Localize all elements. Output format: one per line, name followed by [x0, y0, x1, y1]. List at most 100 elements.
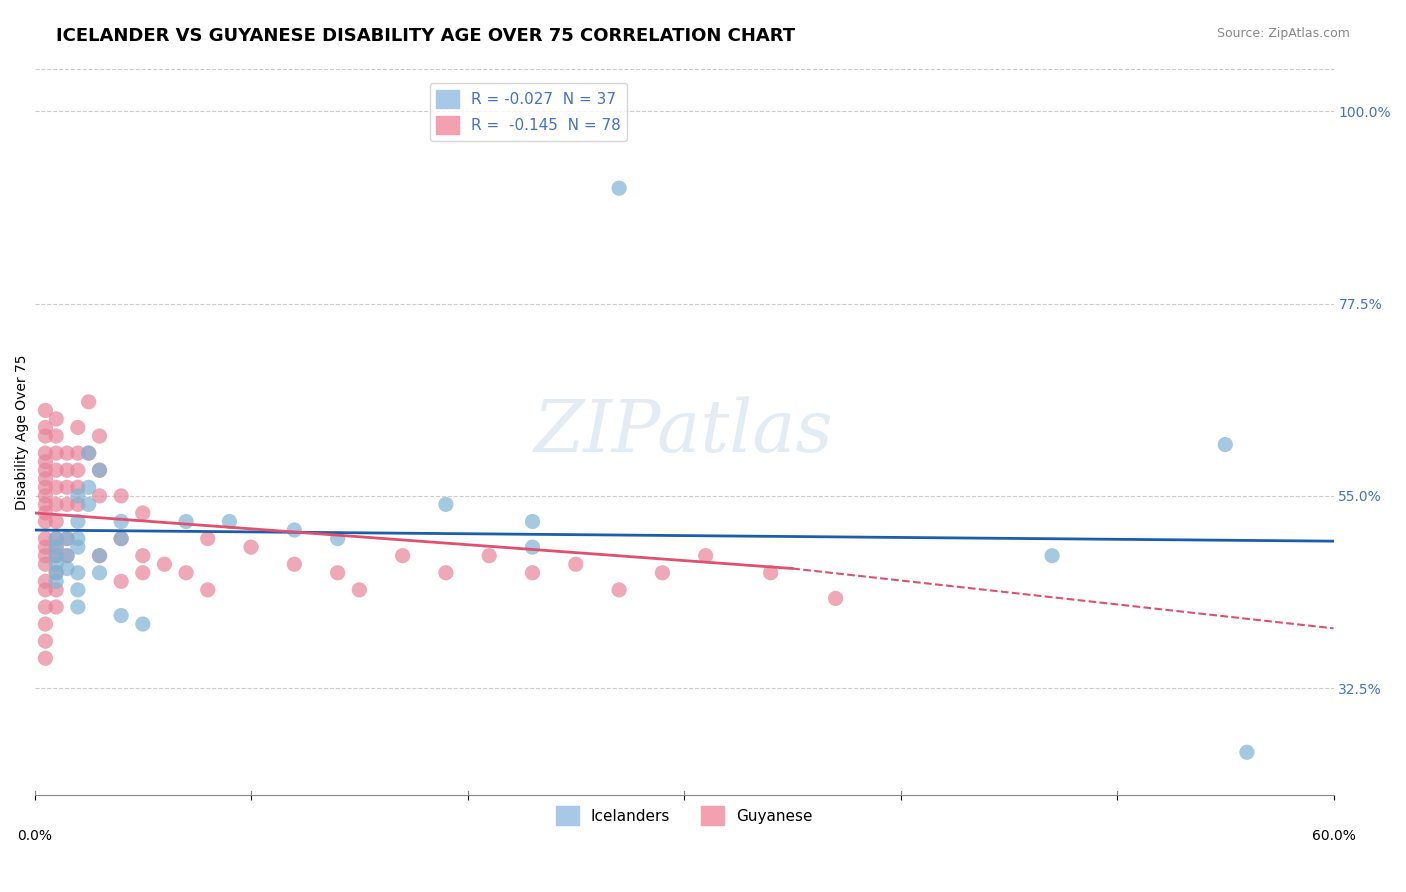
Point	[56, 561, 79, 575]
Point	[174, 515, 197, 529]
Point	[565, 558, 588, 572]
Point	[45, 574, 67, 589]
Point	[45, 558, 67, 572]
Point	[45, 532, 67, 546]
Point	[77, 497, 100, 511]
Point	[45, 480, 67, 494]
Point	[66, 566, 89, 580]
Point	[34, 497, 56, 511]
Point	[695, 549, 717, 563]
Point	[34, 617, 56, 632]
Point	[434, 497, 457, 511]
Text: 60.0%: 60.0%	[1312, 830, 1355, 843]
Point	[89, 429, 111, 443]
Point	[45, 582, 67, 597]
Point	[110, 532, 132, 546]
Point	[34, 651, 56, 665]
Point	[110, 608, 132, 623]
Point	[89, 463, 111, 477]
Point	[34, 463, 56, 477]
Point	[607, 181, 630, 195]
Point	[218, 515, 240, 529]
Point	[66, 599, 89, 614]
Point	[56, 497, 79, 511]
Point	[34, 420, 56, 434]
Point	[56, 446, 79, 460]
Point	[522, 566, 544, 580]
Point	[391, 549, 413, 563]
Point	[89, 489, 111, 503]
Point	[34, 574, 56, 589]
Point	[66, 497, 89, 511]
Point	[478, 549, 501, 563]
Point	[1213, 437, 1236, 451]
Point	[66, 582, 89, 597]
Point	[110, 574, 132, 589]
Point	[34, 403, 56, 417]
Point	[34, 540, 56, 554]
Point	[110, 515, 132, 529]
Text: ICELANDER VS GUYANESE DISABILITY AGE OVER 75 CORRELATION CHART: ICELANDER VS GUYANESE DISABILITY AGE OVE…	[56, 27, 796, 45]
Point	[34, 634, 56, 648]
Point	[56, 549, 79, 563]
Point	[34, 489, 56, 503]
Point	[89, 463, 111, 477]
Point	[34, 506, 56, 520]
Point	[824, 591, 846, 606]
Point	[283, 558, 305, 572]
Point	[89, 549, 111, 563]
Point	[34, 582, 56, 597]
Point	[34, 558, 56, 572]
Point	[607, 582, 630, 597]
Point	[110, 489, 132, 503]
Point	[34, 599, 56, 614]
Point	[34, 455, 56, 469]
Point	[34, 549, 56, 563]
Point	[1040, 549, 1063, 563]
Point	[34, 446, 56, 460]
Point	[66, 489, 89, 503]
Point	[45, 429, 67, 443]
Point	[45, 463, 67, 477]
Point	[759, 566, 782, 580]
Point	[34, 515, 56, 529]
Point	[77, 480, 100, 494]
Point	[56, 463, 79, 477]
Point	[651, 566, 673, 580]
Point	[349, 582, 371, 597]
Point	[66, 463, 89, 477]
Point	[240, 540, 263, 554]
Point	[45, 549, 67, 563]
Point	[153, 558, 176, 572]
Point	[77, 394, 100, 409]
Text: ZIPatlas: ZIPatlas	[534, 396, 834, 467]
Point	[283, 523, 305, 537]
Point	[45, 497, 67, 511]
Point	[174, 566, 197, 580]
Point	[66, 515, 89, 529]
Point	[56, 480, 79, 494]
Text: 0.0%: 0.0%	[17, 830, 52, 843]
Point	[56, 532, 79, 546]
Point	[77, 446, 100, 460]
Point	[89, 566, 111, 580]
Y-axis label: Disability Age Over 75: Disability Age Over 75	[15, 354, 30, 509]
Point	[56, 549, 79, 563]
Point	[45, 566, 67, 580]
Point	[34, 480, 56, 494]
Point	[45, 566, 67, 580]
Point	[326, 566, 349, 580]
Point	[45, 549, 67, 563]
Point	[326, 532, 349, 546]
Point	[132, 617, 155, 632]
Point	[197, 582, 219, 597]
Text: Source: ZipAtlas.com: Source: ZipAtlas.com	[1216, 27, 1350, 40]
Point	[197, 532, 219, 546]
Point	[45, 446, 67, 460]
Point	[66, 420, 89, 434]
Point	[66, 480, 89, 494]
Point	[132, 549, 155, 563]
Point	[132, 506, 155, 520]
Point	[45, 515, 67, 529]
Point	[132, 566, 155, 580]
